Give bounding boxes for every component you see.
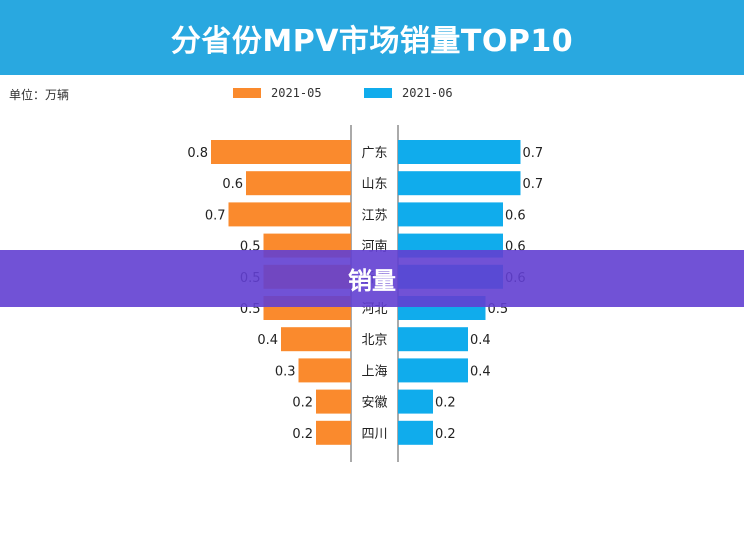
data-label-2021-05-row-2: 0.6 xyxy=(222,177,243,192)
bar-2021-05-row-10 xyxy=(316,420,351,445)
data-label-2021-05-row-9: 0.2 xyxy=(292,396,313,411)
bar-2021-05-row-1 xyxy=(211,140,351,164)
overlay-banner: 销量 xyxy=(0,250,744,307)
legend-item-2021-06: 2021-06 xyxy=(364,84,453,102)
data-label-2021-05-row-3: 0.7 xyxy=(205,208,226,223)
category-label-row-1: 广东 xyxy=(361,146,387,161)
data-label-2021-05-row-8: 0.3 xyxy=(275,364,296,379)
legend-swatch-2021-06 xyxy=(364,88,392,98)
data-label-2021-06-row-10: 0.2 xyxy=(435,427,456,442)
legend-swatch-2021-05 xyxy=(233,88,261,98)
data-label-2021-06-row-9: 0.2 xyxy=(435,396,456,411)
chart-title: 分省份MPV市场销量TOP10 xyxy=(170,23,574,59)
bar-2021-06-row-7 xyxy=(398,327,468,352)
category-label-row-10: 四川 xyxy=(361,427,387,442)
bar-2021-06-row-2 xyxy=(398,171,521,196)
bar-2021-06-row-9 xyxy=(398,389,433,414)
legend-item-2021-05: 2021-05 xyxy=(233,84,322,102)
data-label-2021-06-row-3: 0.6 xyxy=(505,208,526,223)
bar-2021-06-row-3 xyxy=(398,202,503,227)
data-label-2021-06-row-8: 0.4 xyxy=(470,364,491,379)
bar-2021-05-row-2 xyxy=(246,171,351,196)
category-label-row-2: 山东 xyxy=(361,177,387,192)
bar-2021-05-row-7 xyxy=(281,327,351,352)
title-bar: 分省份MPV市场销量TOP10 xyxy=(0,0,744,75)
category-label-row-9: 安徽 xyxy=(361,396,387,411)
bar-2021-05-row-9 xyxy=(316,389,351,414)
legend-label-2021-05: 2021-05 xyxy=(271,86,322,100)
bar-2021-05-row-8 xyxy=(298,358,351,383)
data-label-2021-06-row-2: 0.7 xyxy=(523,177,544,192)
category-label-row-8: 上海 xyxy=(361,364,387,379)
bar-2021-06-row-10 xyxy=(398,420,433,445)
data-label-2021-05-row-1: 0.8 xyxy=(187,146,208,161)
legend-label-2021-06: 2021-06 xyxy=(402,86,453,100)
data-label-2021-06-row-7: 0.4 xyxy=(470,333,491,348)
banner-text: 销量 xyxy=(348,267,396,295)
data-label-2021-05-row-7: 0.4 xyxy=(257,333,278,348)
data-label-2021-05-row-10: 0.2 xyxy=(292,427,313,442)
category-label-row-3: 江苏 xyxy=(361,207,387,223)
data-label-2021-06-row-1: 0.7 xyxy=(523,146,544,161)
bar-2021-06-row-1 xyxy=(398,140,521,164)
bar-2021-05-row-3 xyxy=(228,202,351,227)
bar-2021-06-row-8 xyxy=(398,358,468,383)
category-label-row-7: 北京 xyxy=(361,333,387,348)
unit-label: 单位：万辆 xyxy=(9,88,70,102)
